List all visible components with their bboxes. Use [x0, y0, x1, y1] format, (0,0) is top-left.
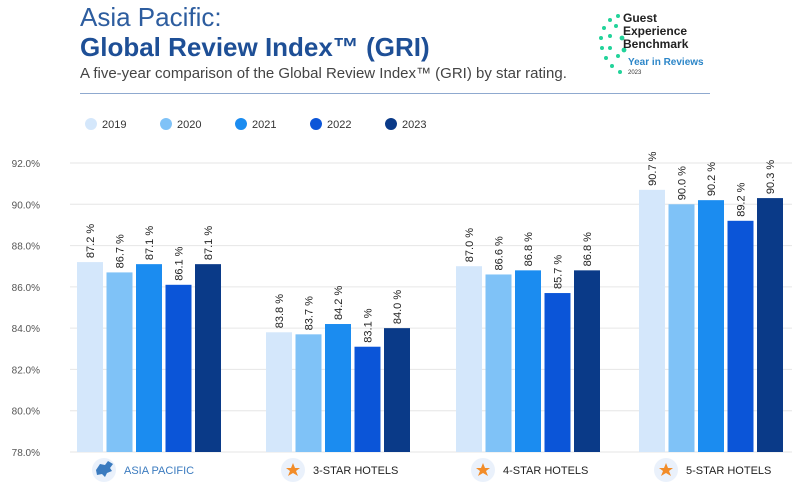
bar-2019-3 [639, 189, 665, 453]
data-label: 90.2 % [706, 162, 718, 196]
y-tick-label: 90.0% [12, 200, 40, 211]
y-tick-label: 78.0% [12, 448, 40, 459]
y-tick-label: 92.0% [12, 159, 40, 170]
data-label: 86.6 % [494, 236, 506, 270]
bar-2022-3 [727, 220, 754, 452]
star-icon [286, 463, 300, 476]
bar-2022-0 [165, 284, 192, 452]
data-label: 87.1 % [144, 226, 156, 260]
asia-map-icon [96, 461, 113, 477]
star-icon [659, 463, 673, 476]
data-label: 83.8 % [274, 294, 286, 328]
data-label: 90.7 % [647, 151, 659, 185]
legend-swatch-2020 [160, 118, 172, 130]
data-label: 86.8 % [582, 232, 594, 266]
y-tick-label: 86.0% [12, 283, 40, 294]
data-label: 86.7 % [115, 234, 127, 268]
bar-2020-0 [106, 272, 133, 452]
data-label: 86.8 % [523, 232, 535, 266]
globe-dots-icon [599, 14, 627, 74]
legend-swatch-2021 [235, 118, 247, 130]
category-label: 5-STAR HOTELS [686, 465, 771, 477]
data-label: 85.7 % [553, 255, 565, 289]
divider [80, 93, 710, 94]
data-label: 87.2 % [85, 224, 97, 258]
bar-2021-0 [136, 264, 162, 452]
data-label: 83.7 % [304, 296, 316, 330]
category-label: 4-STAR HOTELS [503, 465, 588, 477]
subtitle: A five-year comparison of the Global Rev… [80, 65, 567, 82]
legend-label-2022: 2022 [327, 119, 351, 131]
bar-2019-2 [456, 266, 482, 452]
data-label: 89.2 % [736, 182, 748, 216]
legend-swatch-2022 [310, 118, 322, 130]
legend-swatch-2019 [85, 118, 97, 130]
bar-2023-3 [757, 198, 783, 452]
data-label: 87.1 % [203, 226, 215, 260]
data-label: 83.1 % [363, 308, 375, 342]
legend-label-2021: 2021 [252, 119, 276, 131]
logo: Guest Experience Benchmark Year in Reviews… [598, 10, 738, 80]
bar-2021-1 [325, 324, 351, 452]
title-region: Asia Pacific: [80, 2, 222, 32]
bar-2023-0 [195, 264, 221, 452]
data-label: 87.0 % [464, 228, 476, 262]
bar-2022-2 [544, 293, 571, 452]
bar-2023-2 [574, 270, 600, 452]
legend-label-2023: 2023 [402, 119, 426, 131]
bar-2020-3 [668, 204, 695, 452]
legend-label-2019: 2019 [102, 119, 126, 131]
y-tick-label: 84.0% [12, 324, 40, 335]
bar-2020-1 [295, 334, 322, 452]
logo-year: 2023 [628, 70, 642, 76]
y-tick-label: 82.0% [12, 365, 40, 376]
legend-swatch-2023 [385, 118, 397, 130]
star-icon [476, 463, 490, 476]
logo-text: Guest Experience Benchmark [623, 11, 689, 51]
bar-2019-0 [77, 262, 103, 452]
category-label: ASIA PACIFIC [124, 465, 194, 477]
bar-2019-1 [266, 332, 292, 452]
page-title: Global Review Index™ (GRI) [80, 32, 430, 62]
y-tick-label: 80.0% [12, 407, 40, 418]
y-tick-label: 88.0% [12, 242, 40, 253]
category-label: 3-STAR HOTELS [313, 465, 398, 477]
logo-tagline: Year in Reviews [628, 57, 704, 68]
data-label: 90.0 % [677, 166, 689, 200]
bar-2021-3 [698, 200, 724, 452]
legend-label-2020: 2020 [177, 119, 201, 131]
data-label: 84.2 % [333, 286, 345, 320]
data-label: 86.1 % [174, 246, 186, 280]
data-label: 84.0 % [392, 290, 404, 324]
bar-2020-2 [485, 274, 512, 452]
bar-2022-1 [354, 346, 381, 452]
bar-2021-2 [515, 270, 541, 452]
bar-2023-1 [384, 328, 410, 452]
data-label: 90.3 % [765, 160, 777, 194]
